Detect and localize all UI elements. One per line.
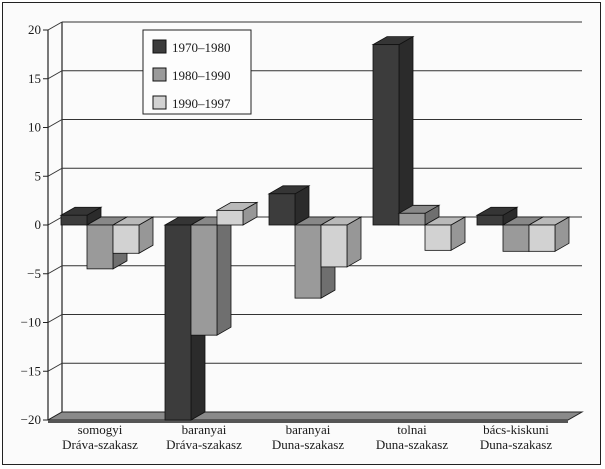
x-category-label: Dráva-szakasz bbox=[62, 437, 138, 452]
bar-side bbox=[216, 216, 232, 336]
gridline-side bbox=[47, 362, 63, 372]
gridline-side bbox=[47, 216, 63, 226]
y-tick-label: 0 bbox=[35, 217, 42, 232]
bar-1980–1990-1 bbox=[189, 216, 233, 336]
legend-label-1980-1990: 1980–1990 bbox=[172, 68, 231, 83]
legend-swatch-1980-1990 bbox=[152, 67, 167, 82]
x-category-label: Duna-szakasz bbox=[272, 437, 344, 452]
bar-side bbox=[346, 216, 362, 268]
gridline-side bbox=[47, 265, 63, 275]
x-category-label: baranyai bbox=[182, 422, 227, 437]
bar-front bbox=[320, 224, 348, 268]
gridline-side bbox=[47, 70, 63, 80]
y-axis: −20 −15 −10 −5 0 5 10 15 20 bbox=[21, 22, 49, 427]
bar-side bbox=[398, 35, 414, 226]
bar-front bbox=[164, 224, 192, 421]
bar-1980–1990-3 bbox=[397, 204, 441, 226]
bar-front bbox=[528, 224, 556, 252]
x-category-label: somogyi bbox=[78, 422, 123, 437]
bar-1970–1980-3 bbox=[371, 35, 415, 226]
y-tick-label: −20 bbox=[21, 412, 41, 427]
bar-1970–1980-4 bbox=[475, 206, 519, 226]
legend: 1970–1980 1980–1990 1990–1997 bbox=[142, 29, 252, 115]
bar-front bbox=[372, 44, 400, 226]
bars bbox=[46, 35, 584, 423]
x-category-label: Duna-szakasz bbox=[376, 437, 448, 452]
bar-1970–1980-2 bbox=[267, 185, 311, 226]
bar-front bbox=[502, 224, 530, 252]
bar-1990–1997-4 bbox=[527, 216, 571, 253]
legend-swatch-1990-1997 bbox=[152, 95, 167, 110]
y-tick-label: 20 bbox=[28, 22, 41, 37]
y-tick-label: −5 bbox=[27, 266, 41, 281]
bar-front bbox=[216, 209, 244, 226]
x-category-label: baranyai bbox=[286, 422, 331, 437]
bar-front bbox=[268, 193, 296, 226]
bar-front bbox=[294, 224, 322, 299]
bar-1990–1997-3 bbox=[423, 216, 467, 252]
bar-front bbox=[86, 224, 114, 270]
x-category-label: bács-kiskuni bbox=[483, 422, 549, 437]
bar-1990–1997-1 bbox=[215, 201, 259, 226]
bar-front bbox=[112, 224, 140, 254]
bar-1970–1980-0 bbox=[59, 206, 103, 226]
y-tick-label: −10 bbox=[21, 315, 41, 330]
y-tick-label: 15 bbox=[28, 71, 41, 86]
bar-front bbox=[476, 214, 504, 226]
y-tick-label: −15 bbox=[21, 363, 41, 378]
bar-1990–1997-0 bbox=[111, 216, 155, 254]
bar-front bbox=[190, 224, 218, 336]
bar-front bbox=[424, 224, 452, 251]
y-tick-label: 10 bbox=[28, 120, 41, 135]
bar-1990–1997-2 bbox=[319, 216, 363, 268]
legend-label-1990-1997: 1990–1997 bbox=[172, 96, 231, 111]
gridline-side bbox=[47, 21, 63, 31]
x-axis-labels: somogyiDráva-szakaszbaranyaiDráva-szakas… bbox=[62, 422, 552, 452]
bar-front bbox=[60, 214, 88, 226]
bar-front bbox=[398, 212, 426, 226]
x-category-label: tolnai bbox=[397, 422, 427, 437]
x-category-label: Dráva-szakasz bbox=[166, 437, 242, 452]
legend-swatch-1970-1980 bbox=[152, 39, 167, 54]
gridline-side bbox=[47, 167, 63, 177]
gridline-side bbox=[47, 119, 63, 128]
legend-label-1970-1980: 1970–1980 bbox=[172, 40, 231, 55]
y-tick-label: 5 bbox=[35, 168, 42, 183]
gridline-side bbox=[47, 314, 63, 323]
x-category-label: Duna-szakasz bbox=[480, 437, 552, 452]
floor-edge bbox=[48, 420, 568, 423]
floor bbox=[46, 411, 584, 421]
